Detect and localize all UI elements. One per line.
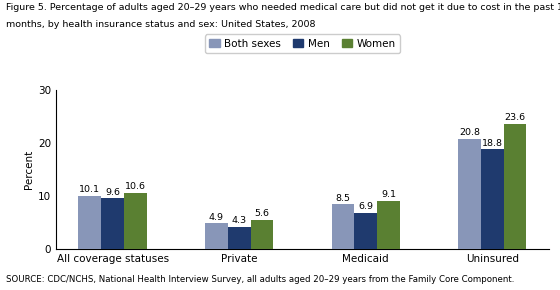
Text: 8.5: 8.5 bbox=[335, 194, 351, 203]
Text: 20.8: 20.8 bbox=[459, 128, 480, 137]
Bar bbox=[332, 204, 354, 249]
Bar bbox=[354, 213, 377, 249]
Bar bbox=[228, 226, 250, 249]
Bar bbox=[101, 198, 124, 249]
Text: months, by health insurance status and sex: United States, 2008: months, by health insurance status and s… bbox=[6, 20, 315, 29]
Text: 18.8: 18.8 bbox=[482, 139, 503, 148]
Y-axis label: Percent: Percent bbox=[24, 150, 34, 189]
Text: 23.6: 23.6 bbox=[505, 113, 526, 122]
Bar bbox=[377, 201, 400, 249]
Bar bbox=[205, 223, 228, 249]
Text: 9.1: 9.1 bbox=[381, 191, 396, 200]
Text: SOURCE: CDC/NCHS, National Health Interview Survey, all adults aged 20–29 years : SOURCE: CDC/NCHS, National Health Interv… bbox=[6, 275, 514, 284]
Text: 10.1: 10.1 bbox=[80, 185, 100, 194]
Bar bbox=[503, 124, 526, 249]
Bar bbox=[124, 193, 147, 249]
Text: 6.9: 6.9 bbox=[358, 202, 373, 211]
Bar bbox=[250, 220, 273, 249]
Bar bbox=[458, 139, 481, 249]
Legend: Both sexes, Men, Women: Both sexes, Men, Women bbox=[205, 35, 400, 53]
Text: 4.3: 4.3 bbox=[232, 216, 247, 225]
Text: Figure 5. Percentage of adults aged 20–29 years who needed medical care but did : Figure 5. Percentage of adults aged 20–2… bbox=[6, 3, 560, 12]
Text: 4.9: 4.9 bbox=[209, 213, 224, 222]
Bar bbox=[481, 149, 503, 249]
Text: 5.6: 5.6 bbox=[254, 209, 269, 218]
Bar bbox=[78, 196, 101, 249]
Text: 10.6: 10.6 bbox=[125, 182, 146, 191]
Text: 9.6: 9.6 bbox=[105, 188, 120, 197]
